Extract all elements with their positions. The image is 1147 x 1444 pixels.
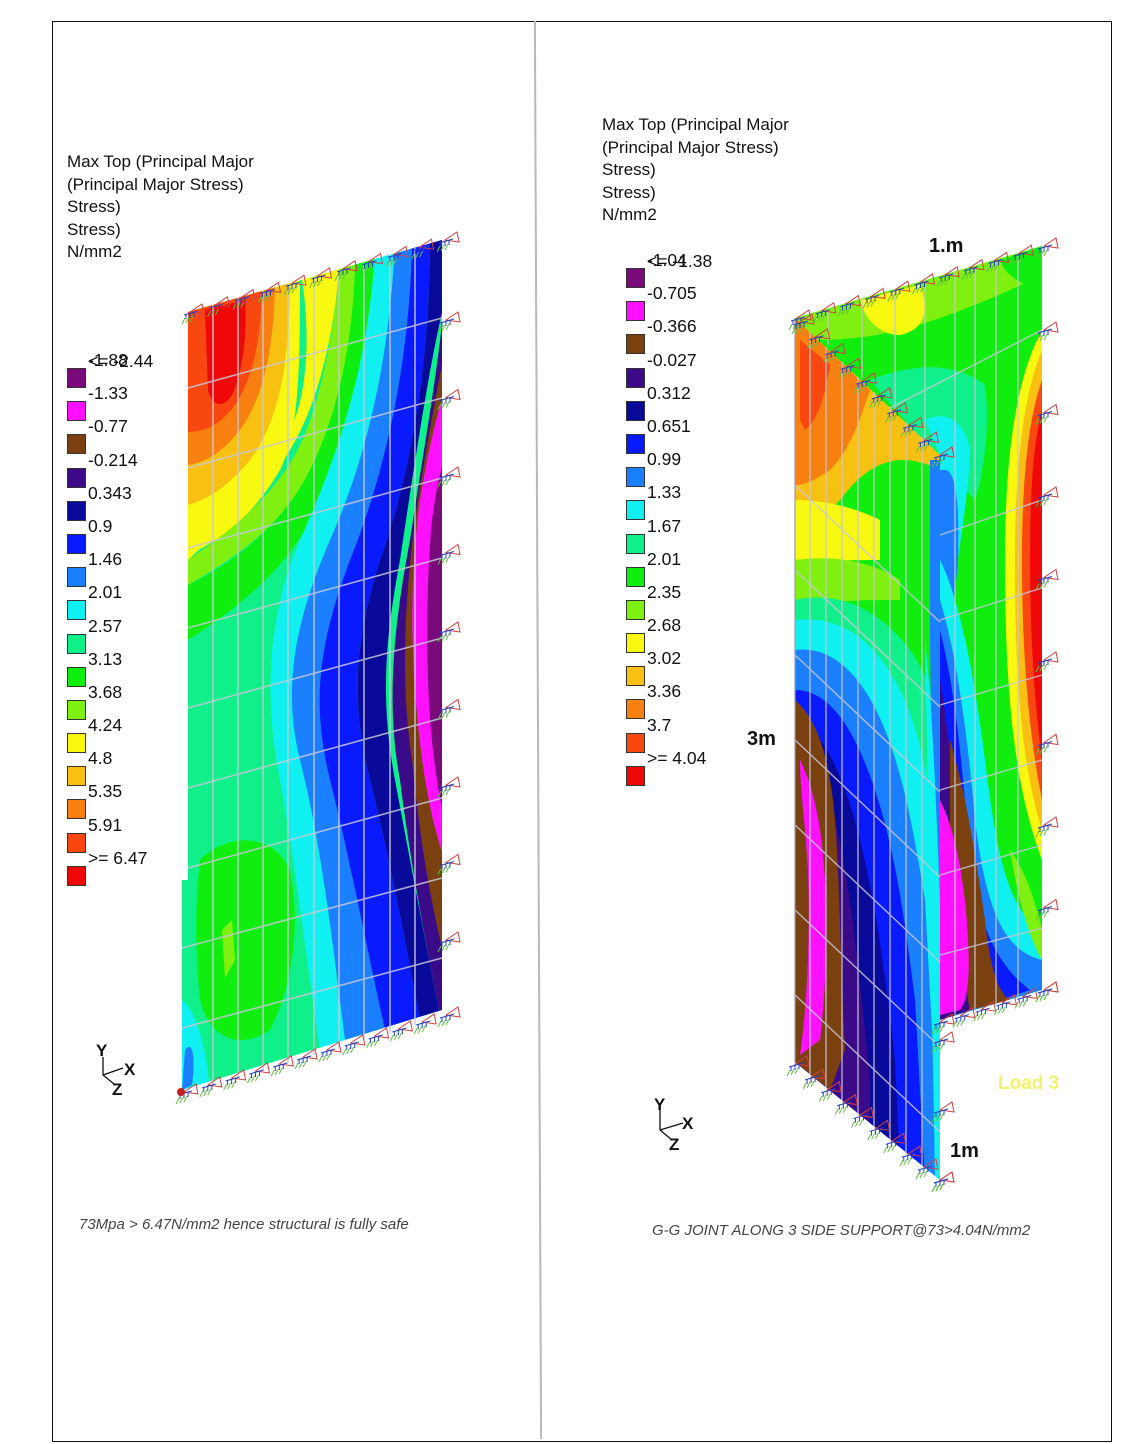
legend-value: 2.68 [647, 615, 682, 636]
legend-swatch [626, 566, 645, 587]
legend-value: 5.35 [88, 781, 123, 802]
legend-value: >= 6.47 [88, 847, 148, 868]
right-axis-y-label: Y [654, 1095, 666, 1114]
right-right-supports [1035, 321, 1059, 1003]
legend-swatch [626, 765, 645, 786]
legend-swatch [626, 301, 645, 322]
legend-value: 1.46 [88, 549, 123, 570]
legend-value: -0.366 [647, 316, 697, 337]
dimension-bottom-label: 1m [950, 1140, 979, 1162]
legend-min-label: <= -1.38 [647, 251, 713, 271]
left-axis-z-label: Z [112, 1080, 123, 1099]
right-mesh-grid [794, 253, 1043, 1166]
legend-value: 3.02 [647, 648, 682, 669]
legend-swatch [626, 500, 645, 521]
legend-value: 1.33 [647, 482, 682, 503]
legend-value: -1.88 [88, 350, 128, 370]
legend-value: -1.04 [647, 250, 687, 270]
legend-value: 0.9 [88, 515, 113, 536]
right-front-bottom-supports [786, 1031, 955, 1193]
legend-value: 2.01 [88, 582, 123, 603]
legend-value: 3.36 [647, 681, 682, 702]
legend-swatch [626, 633, 645, 654]
legend-swatch [67, 633, 86, 654]
left-right-supports [437, 311, 461, 953]
legend-value: 0.343 [88, 482, 132, 503]
left-axis-triad-icon [102, 1057, 124, 1085]
right-axis-triad-icon [659, 1109, 684, 1141]
legend-value: >= 4.04 [647, 747, 707, 768]
left-caption: 73Mpa > 6.47N/mm2 hence structural is fu… [79, 1216, 409, 1233]
legend-swatch [67, 533, 86, 554]
legend-swatch [626, 400, 645, 421]
load-case-label: Load 3 [998, 1073, 1060, 1094]
legend-value: -0.77 [88, 416, 128, 437]
legend-value: -0.705 [647, 283, 697, 304]
legend-swatch [67, 368, 86, 388]
legend-value: -1.33 [88, 383, 128, 404]
right-top-supports [788, 237, 1059, 331]
right-axis-z-label: Z [669, 1135, 680, 1154]
legend-swatch [67, 832, 86, 853]
right-legend-title: Max Top (Principal Major (Principal Majo… [602, 115, 789, 224]
legend-swatch [67, 799, 86, 820]
left-legend-title: Max Top (Principal Major (Principal Majo… [67, 152, 254, 261]
legend-swatch [626, 367, 645, 388]
right-bottom-supports [931, 981, 1059, 1035]
legend-swatch [626, 732, 645, 753]
legend-value: -0.027 [647, 349, 697, 370]
left-bottom-supports [175, 1006, 461, 1105]
legend-value: 2.35 [647, 581, 682, 602]
legend-swatch [67, 401, 86, 422]
right-front-wall-contours [795, 318, 940, 1180]
legend-swatch [626, 666, 645, 687]
legend-value: 4.24 [88, 715, 123, 736]
right-axis-x-label: X [682, 1114, 694, 1133]
left-contour-bands [182, 240, 442, 1090]
dimension-top-label: 1.m [929, 235, 964, 257]
legend-swatch [626, 699, 645, 720]
dimension-height-label: 3m [747, 728, 776, 750]
left-axis-x-label: X [124, 1060, 136, 1079]
legend-value: 5.91 [88, 814, 123, 835]
legend-value: 0.99 [647, 449, 682, 470]
left-axis-y-label: Y [96, 1041, 108, 1060]
legend-value: 4.8 [88, 748, 113, 769]
legend-swatch [67, 500, 86, 521]
legend-swatch [626, 268, 645, 288]
legend-value: 0.312 [647, 382, 691, 403]
legend-value: 2.57 [88, 615, 123, 636]
legend-value: -0.214 [88, 449, 138, 470]
legend-value: 1.67 [647, 515, 682, 536]
legend-swatch [67, 733, 86, 754]
left-mesh-grid [181, 248, 443, 1085]
legend-swatch [67, 699, 86, 720]
legend-swatch [626, 599, 645, 620]
legend-value: 0.651 [647, 415, 691, 436]
legend-swatch [67, 600, 86, 621]
left-origin-node [177, 1088, 185, 1096]
right-caption: G-G JOINT ALONG 3 SIDE SUPPORT@73>4.04N/… [652, 1222, 1031, 1239]
legend-swatch [626, 334, 645, 355]
legend-value: 3.7 [647, 714, 672, 735]
legend-value: 2.01 [647, 548, 682, 569]
right-diagonal-supports [791, 313, 955, 468]
legend-swatch [67, 666, 86, 687]
left-top-supports [181, 231, 460, 325]
legend-swatch [626, 533, 645, 554]
legend-swatch [67, 567, 86, 588]
page-frame [52, 21, 1112, 1442]
legend-swatch [67, 766, 86, 787]
legend-swatch [626, 433, 645, 454]
legend-swatch [626, 467, 645, 488]
legend-swatch [67, 467, 86, 488]
legend-swatch [67, 865, 86, 886]
legend-value: 3.68 [88, 681, 123, 702]
legend-min-label: <= -2.44 [88, 351, 154, 371]
legend-swatch [67, 434, 86, 455]
legend-value: 3.13 [88, 648, 123, 669]
